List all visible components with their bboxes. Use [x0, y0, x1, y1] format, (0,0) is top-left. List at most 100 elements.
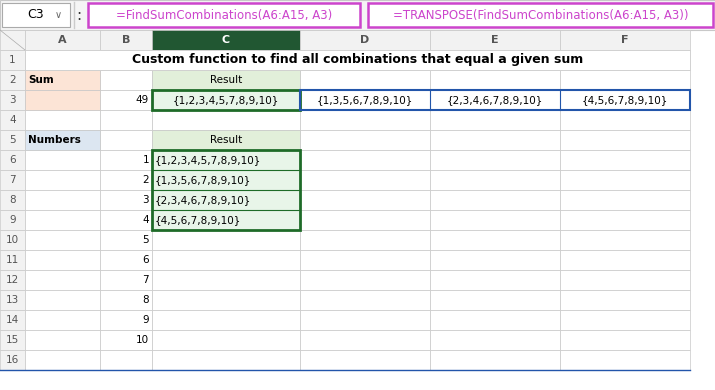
Bar [152, 130, 300, 150]
Bar [152, 290, 300, 310]
Text: 2: 2 [9, 75, 16, 85]
Text: 3: 3 [9, 95, 16, 105]
Text: {4,5,6,7,8,9,10}: {4,5,6,7,8,9,10} [582, 95, 669, 105]
Bar [560, 150, 690, 170]
Text: Custom function to find all combinations that equal a given sum: Custom function to find all combinations… [132, 53, 583, 67]
Bar [0, 110, 25, 130]
Bar [152, 270, 300, 290]
Text: =FindSumCombinations(A6:A15, A3): =FindSumCombinations(A6:A15, A3) [116, 9, 332, 21]
Bar [152, 30, 300, 50]
Bar [100, 350, 152, 370]
Bar [0, 150, 25, 170]
Text: :: : [77, 7, 82, 23]
Text: {4,5,6,7,8,9,10}: {4,5,6,7,8,9,10} [155, 215, 242, 225]
Text: 10: 10 [136, 335, 149, 345]
Text: {2,3,4,6,7,8,9,10}: {2,3,4,6,7,8,9,10} [155, 195, 252, 205]
Text: C3: C3 [28, 9, 44, 21]
Bar [0, 210, 25, 230]
Text: Result: Result [210, 75, 242, 85]
Bar [152, 210, 300, 230]
Bar [430, 150, 560, 170]
Bar [0, 310, 25, 330]
Text: {1,2,3,4,5,7,8,9,10}: {1,2,3,4,5,7,8,9,10} [173, 95, 279, 105]
Bar [300, 190, 430, 210]
Bar [430, 330, 560, 350]
Bar [25, 90, 100, 110]
Bar [0, 50, 25, 70]
Text: 4: 4 [142, 215, 149, 225]
Bar [430, 90, 560, 110]
Bar [2, 3, 70, 27]
Bar [300, 170, 430, 190]
Bar [152, 90, 300, 110]
Text: =TRANSPOSE(FindSumCombinations(A6:A15, A3)): =TRANSPOSE(FindSumCombinations(A6:A15, A… [393, 9, 689, 21]
Bar [300, 330, 430, 350]
Bar [152, 170, 300, 190]
Text: 5: 5 [9, 135, 16, 145]
Bar [152, 230, 300, 250]
Bar [152, 50, 300, 70]
Text: {2,3,4,6,7,8,9,10}: {2,3,4,6,7,8,9,10} [447, 95, 543, 105]
Bar [152, 110, 300, 130]
Bar [152, 210, 300, 230]
Bar [560, 130, 690, 150]
Text: 9: 9 [142, 315, 149, 325]
Bar [25, 350, 100, 370]
Bar [152, 90, 300, 110]
Text: 1: 1 [142, 155, 149, 165]
Bar [25, 90, 100, 110]
Bar [152, 150, 300, 230]
Bar [0, 270, 25, 290]
Bar [300, 210, 430, 230]
Bar [25, 330, 100, 350]
Bar [25, 50, 690, 70]
Bar [300, 30, 430, 50]
Bar [152, 330, 300, 350]
Bar [152, 190, 300, 210]
Text: 1: 1 [9, 55, 16, 65]
Bar [560, 330, 690, 350]
Text: 11: 11 [6, 255, 19, 265]
Bar [300, 130, 430, 150]
Text: 14: 14 [6, 315, 19, 325]
Bar [100, 50, 152, 70]
Bar [25, 70, 100, 90]
Text: 16: 16 [6, 355, 19, 365]
Bar [300, 250, 430, 270]
Bar [300, 350, 430, 370]
Bar [0, 170, 25, 190]
Bar [430, 230, 560, 250]
Bar [300, 90, 430, 110]
Bar [25, 270, 100, 290]
Text: ∨: ∨ [54, 10, 61, 20]
Bar [152, 250, 300, 270]
Text: 10: 10 [6, 235, 19, 245]
Bar [560, 70, 690, 90]
Text: 6: 6 [9, 155, 16, 165]
Text: {1,2,3,4,5,7,8,9,10}: {1,2,3,4,5,7,8,9,10} [155, 155, 262, 165]
Bar [300, 90, 690, 110]
Bar [560, 350, 690, 370]
Bar [560, 170, 690, 190]
Text: Result: Result [210, 135, 242, 145]
Bar [100, 330, 152, 350]
Bar [100, 70, 152, 90]
Bar [430, 210, 560, 230]
Bar [300, 310, 430, 330]
Bar [0, 190, 25, 210]
Bar [0, 350, 25, 370]
Bar [88, 3, 360, 27]
Text: E: E [491, 35, 499, 45]
Bar [430, 290, 560, 310]
Bar [25, 130, 100, 150]
Text: 6: 6 [142, 255, 149, 265]
Bar [100, 90, 152, 110]
Text: 9: 9 [9, 215, 16, 225]
Bar [430, 170, 560, 190]
Text: {1,3,5,6,7,8,9,10}: {1,3,5,6,7,8,9,10} [317, 95, 413, 105]
Bar [100, 130, 152, 150]
Bar [560, 190, 690, 210]
Bar [560, 50, 690, 70]
Bar [152, 150, 300, 170]
Bar [300, 230, 430, 250]
